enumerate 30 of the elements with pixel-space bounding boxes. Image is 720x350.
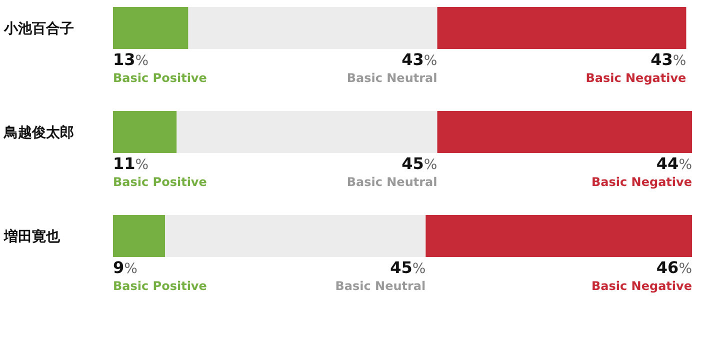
series-label: Basic Neutral (346, 71, 438, 85)
y-tick-label: 小池百合子 (3, 21, 74, 37)
data-label: 43% (650, 50, 686, 69)
data-label: 43% (402, 50, 438, 69)
data-label: 46% (656, 258, 692, 277)
y-tick-label: 鳥越俊太郎 (3, 124, 74, 141)
data-label: 11% (113, 154, 149, 173)
series-label: Basic Positive (113, 71, 207, 85)
bar (113, 111, 177, 153)
text: Basic Positive (113, 175, 207, 189)
data-label: 45% (390, 258, 426, 277)
text: Basic Neutral (335, 279, 426, 293)
bar (426, 215, 692, 257)
text: Basic Positive (113, 279, 207, 293)
bar (165, 215, 426, 257)
data-label: 45% (402, 154, 438, 173)
text: Basic Neutral (346, 175, 438, 189)
bar (176, 111, 438, 153)
data-label: 13% (113, 50, 149, 69)
text: Basic Negative (592, 175, 692, 189)
bar (437, 111, 692, 153)
data-label: 44% (656, 154, 692, 173)
series-label: Basic Negative (586, 71, 686, 85)
bar (437, 7, 686, 49)
bar (113, 7, 188, 49)
y-tick-label: 増田寛也 (3, 228, 61, 245)
text: Basic Negative (592, 279, 692, 293)
bar (188, 7, 438, 49)
bar (113, 215, 166, 257)
data-label: 9% (113, 258, 138, 277)
